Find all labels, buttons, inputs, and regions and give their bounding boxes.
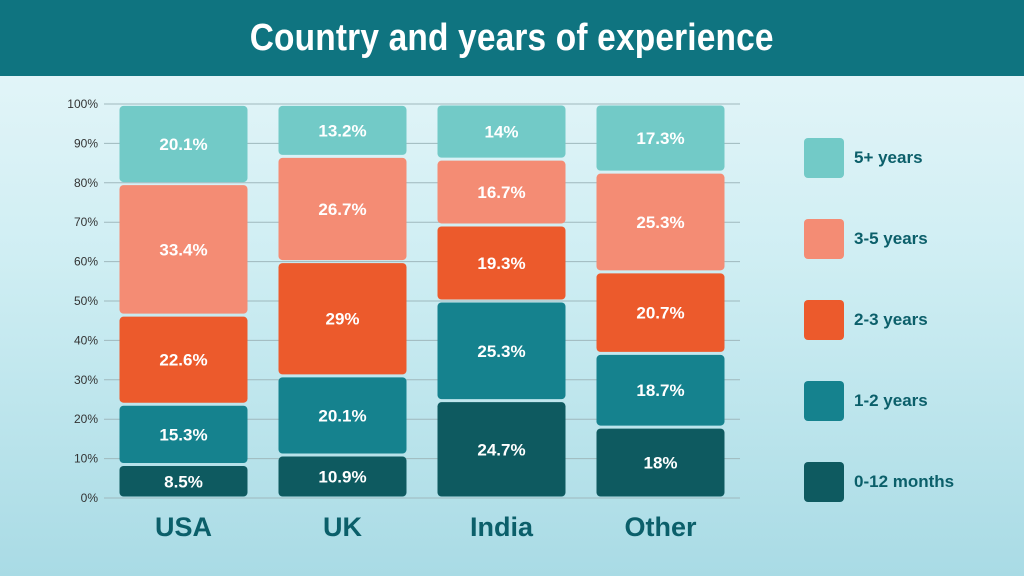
bar-segment [278, 263, 407, 375]
data-label: 20.1% [159, 135, 207, 154]
bar-segment [437, 160, 566, 224]
legend-label: 0-12 months [854, 472, 955, 491]
category-label: USA [155, 512, 212, 542]
data-label: 18.7% [636, 381, 684, 400]
data-label: 15.3% [159, 425, 207, 444]
legend-item-3-5-years: 3-5 years [804, 219, 1004, 259]
bar-segment [596, 173, 725, 271]
legend-label: 1-2 years [854, 391, 928, 410]
legend-label: 5+ years [854, 148, 923, 167]
bar-segment [119, 105, 248, 183]
data-label: 17.3% [636, 129, 684, 148]
data-label: 24.7% [477, 440, 525, 459]
y-tick-label: 90% [74, 136, 98, 150]
legend-label: 2-3 years [854, 310, 928, 329]
data-label: 8.5% [164, 472, 203, 491]
title-bar: Country and years of experience [0, 0, 1024, 76]
bar-segment [119, 185, 248, 314]
legend-item-2-3-years: 2-3 years [804, 300, 1004, 340]
y-tick-label: 30% [74, 373, 98, 387]
y-tick-label: 0% [81, 491, 99, 505]
legend-item-5-plus-years: 5+ years [804, 138, 1004, 178]
bar-segment [596, 428, 725, 497]
category-label: UK [323, 512, 362, 542]
bar-segment [119, 405, 248, 464]
bar-segment [437, 226, 566, 300]
data-label: 14% [484, 123, 518, 142]
data-label: 10.9% [318, 468, 366, 487]
data-label: 20.7% [636, 304, 684, 323]
y-tick-label: 70% [74, 215, 98, 229]
chart-title: Country and years of experience [250, 16, 774, 59]
data-label: 33.4% [159, 240, 207, 259]
y-tick-label: 80% [74, 176, 98, 190]
data-label: 18% [643, 454, 677, 473]
legend-swatch [804, 381, 844, 421]
y-tick-label: 20% [74, 412, 98, 426]
data-label: 25.3% [636, 213, 684, 232]
bar-segment [437, 402, 566, 497]
legend-swatch [804, 219, 844, 259]
data-label: 25.3% [477, 342, 525, 361]
bar-segment [119, 316, 248, 403]
category-label: Other [624, 512, 697, 542]
bar-segment [278, 377, 407, 454]
bar-segment [596, 354, 725, 426]
legend-swatch [804, 300, 844, 340]
legend-swatch [804, 138, 844, 178]
data-label: 13.2% [318, 121, 366, 140]
legend-label: 3-5 years [854, 229, 928, 248]
bar-segment [119, 466, 248, 497]
legend-item-0-12-months: 0-12 months [804, 462, 1004, 502]
y-tick-label: 60% [74, 255, 98, 269]
bar-segment [278, 105, 407, 155]
legend-swatch [804, 462, 844, 502]
bar-segment [437, 105, 566, 158]
bar-segment [437, 302, 566, 400]
bar-segment [596, 105, 725, 171]
bar-segment [278, 456, 407, 497]
data-label: 20.1% [318, 406, 366, 425]
y-tick-label: 40% [74, 333, 98, 347]
data-label: 26.7% [318, 200, 366, 219]
y-tick-label: 50% [74, 294, 98, 308]
category-label: India [470, 512, 534, 542]
data-label: 16.7% [477, 183, 525, 202]
bar-segment [596, 273, 725, 352]
data-label: 29% [325, 310, 359, 329]
y-tick-label: 100% [67, 97, 98, 111]
y-tick-label: 10% [74, 452, 98, 466]
legend: 5+ years 3-5 years 2-3 years 1-2 years 0… [804, 138, 1004, 543]
legend-item-1-2-years: 1-2 years [804, 381, 1004, 421]
bar-segment [278, 157, 407, 261]
data-label: 22.6% [159, 351, 207, 370]
data-label: 19.3% [477, 254, 525, 273]
